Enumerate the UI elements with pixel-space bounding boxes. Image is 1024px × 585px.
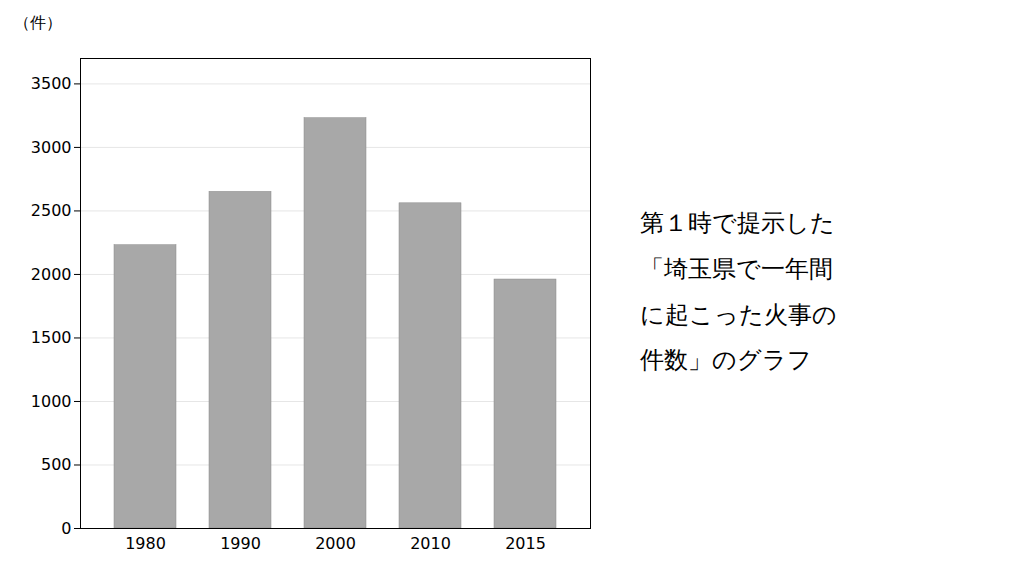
svg-text:2000: 2000 [315,533,356,552]
svg-text:1990: 1990 [220,533,261,552]
html-text:に起こった火事の: に起こった火事の [640,300,837,329]
svg-text:2015: 2015 [505,533,546,552]
svg-text:3500: 3500 [31,74,72,93]
svg-text:500: 500 [41,455,72,474]
html-text:「埼玉県で一年間: 「埼玉県で一年間 [640,254,833,283]
html-text:件数」のグラフ: 件数」のグラフ [640,346,812,375]
svg-text:0: 0 [61,518,71,537]
svg-text:1980: 1980 [125,533,166,552]
html-text:第１時で提示した: 第１時で提示した [640,209,835,238]
svg-text:（件）: （件） [14,13,62,32]
svg-text:1000: 1000 [31,391,72,410]
svg-text:2010: 2010 [410,533,451,552]
svg-text:2000: 2000 [31,264,72,283]
svg-text:3000: 3000 [31,137,72,156]
svg-text:2500: 2500 [31,201,72,220]
svg-text:1500: 1500 [31,328,72,347]
